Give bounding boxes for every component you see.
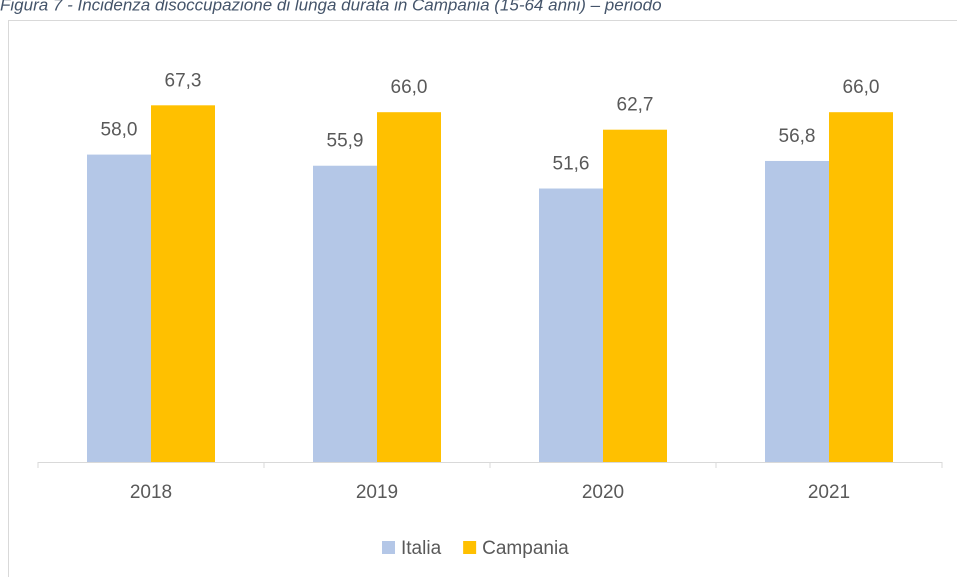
bar (313, 165, 377, 463)
x-tick-label: 2018 (130, 482, 172, 503)
chart-title: Figura 7 - Incidenza disoccupazione di l… (0, 0, 662, 14)
x-tick-label: 2019 (356, 482, 398, 503)
legend-swatch (382, 541, 395, 554)
data-label: 66,0 (843, 77, 880, 98)
bar (377, 112, 441, 462)
data-label: 51,6 (553, 154, 590, 175)
data-label: 58,0 (101, 120, 138, 141)
bar (829, 112, 893, 462)
data-label: 55,9 (327, 131, 364, 152)
x-tick-label: 2021 (808, 482, 850, 503)
legend-label: Italia (401, 538, 442, 559)
bar (87, 154, 151, 462)
bar (151, 105, 215, 462)
data-label: 56,8 (779, 126, 816, 147)
data-label: 66,0 (391, 77, 428, 98)
x-tick-label: 2020 (582, 482, 624, 503)
data-label: 62,7 (617, 95, 654, 116)
bar (603, 129, 667, 462)
legend-swatch (463, 541, 477, 554)
bar (539, 188, 603, 462)
legend-label: Campania (482, 538, 569, 559)
data-label: 67,3 (165, 70, 202, 91)
bar (765, 160, 829, 462)
